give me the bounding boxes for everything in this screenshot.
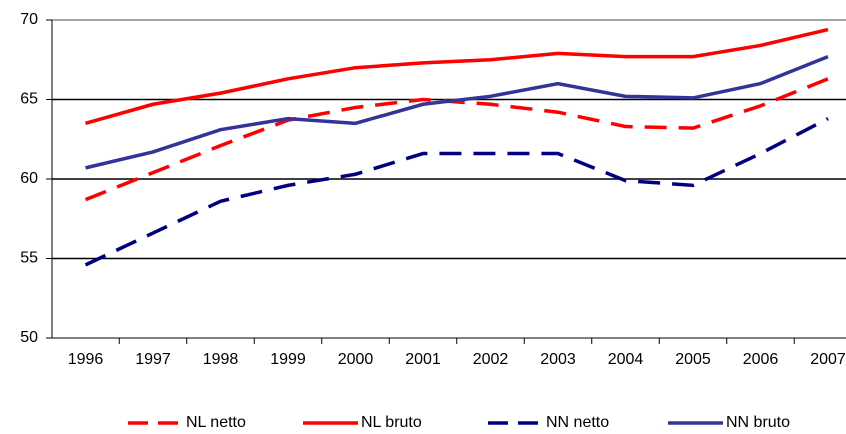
legend-label: NL netto	[186, 414, 246, 431]
x-tick-label: 2001	[405, 351, 441, 368]
x-tick-label: 2006	[743, 351, 779, 368]
y-tick-label: 70	[20, 11, 38, 28]
y-tick-label: 65	[20, 91, 38, 108]
x-tick-label: 2007	[810, 351, 846, 368]
legend-label: NN bruto	[726, 414, 790, 431]
x-tick-label: 1997	[135, 351, 171, 368]
x-tick-label: 2003	[540, 351, 576, 368]
x-tick-label: 1996	[68, 351, 104, 368]
legend-label: NL bruto	[361, 414, 422, 431]
series-line	[84, 117, 829, 267]
x-tick-label: 2004	[608, 351, 644, 368]
y-tick-label: 50	[20, 329, 38, 346]
y-tick-label: 55	[20, 250, 38, 267]
x-tick-label: 1998	[203, 351, 239, 368]
y-tick-label: 60	[20, 170, 38, 187]
x-tick-label: 1999	[270, 351, 306, 368]
series-line	[85, 27, 829, 126]
x-tick-label: 2000	[338, 351, 374, 368]
series-line	[85, 54, 829, 170]
legend-label: NN netto	[546, 414, 609, 431]
x-tick-label: 2002	[473, 351, 509, 368]
x-tick-label: 2005	[675, 351, 711, 368]
